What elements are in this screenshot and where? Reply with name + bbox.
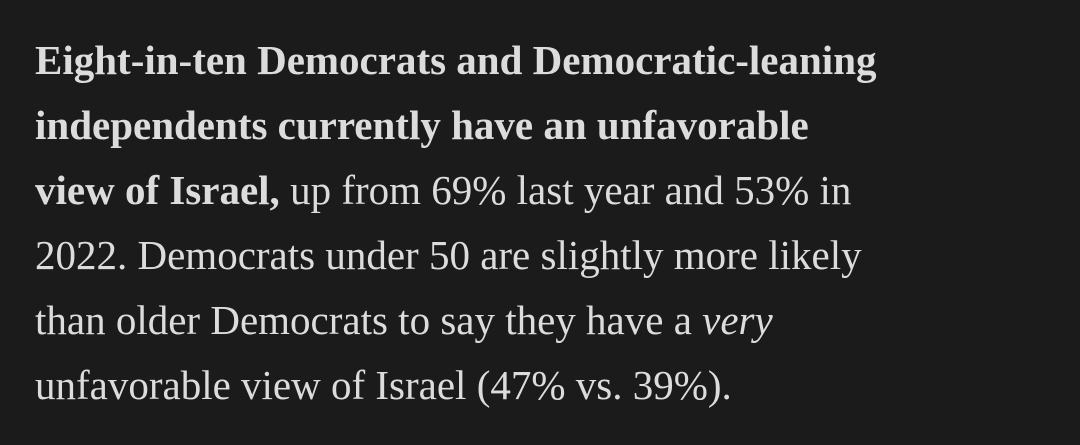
text-line: 2022. Democrats under 50 are slightly mo…	[35, 223, 877, 288]
paragraph: Eight-in-ten Democrats and Democratic-le…	[35, 28, 877, 418]
text-line: unfavorable view of Israel (47% vs. 39%)…	[35, 353, 877, 418]
text-line: than older Democrats to say they have a …	[35, 288, 877, 353]
text-run: unfavorable view of Israel (47% vs. 39%)…	[35, 362, 732, 408]
text-run: 2022. Democrats under 50 are slightly mo…	[35, 232, 862, 278]
text-run: Eight-in-ten Democrats and Democratic-le…	[35, 37, 877, 83]
text-run: independents currently have an unfavorab…	[35, 102, 809, 148]
text-line: independents currently have an unfavorab…	[35, 93, 877, 158]
text-run: than older Democrats to say they have a	[35, 297, 703, 343]
text-run: view of Israel,	[35, 167, 280, 213]
text-line: Eight-in-ten Democrats and Democratic-le…	[35, 28, 877, 93]
text-run: up from 69% last year and 53% in	[279, 167, 852, 213]
text-line: view of Israel, up from 69% last year an…	[35, 158, 877, 223]
text-run: very	[702, 297, 773, 343]
